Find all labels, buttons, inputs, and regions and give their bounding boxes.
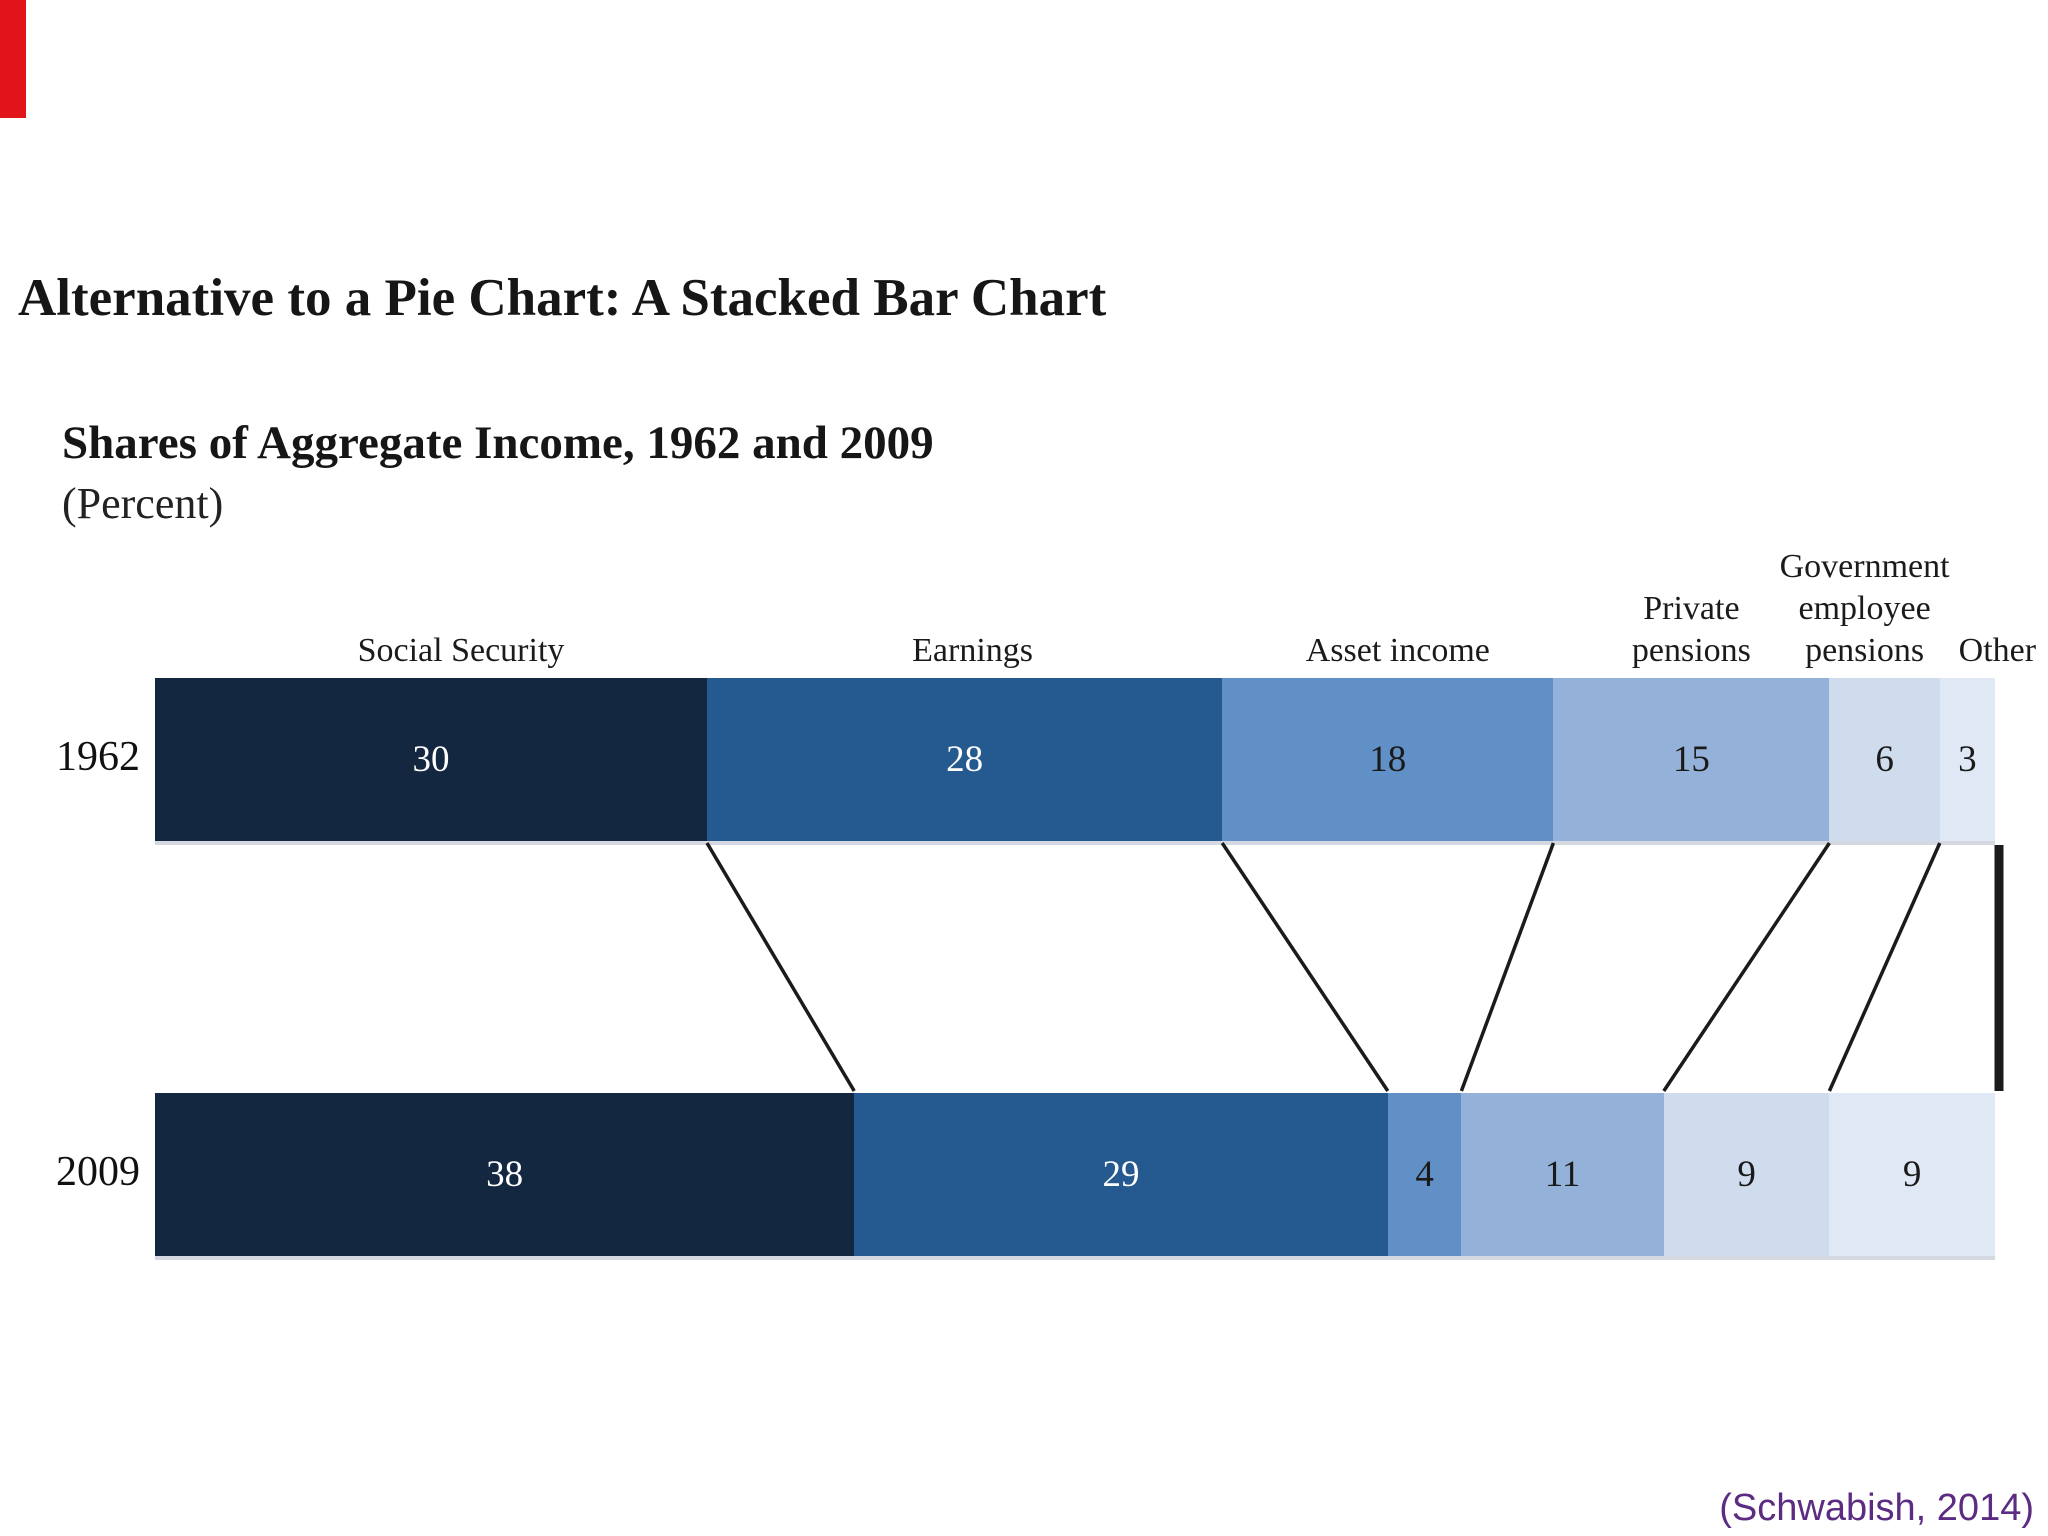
category-label: Private pensions (1632, 588, 1751, 672)
bar-segment: 3 (1939, 678, 1995, 841)
connector-line (1827, 842, 1942, 1092)
stacked-bar-1962: 30 28 18 15 6 3 (155, 678, 1995, 841)
bar-segment: 6 (1829, 678, 1940, 841)
segment-value: 6 (1875, 739, 1894, 780)
category-label: Other (1959, 630, 2036, 672)
bar-segment: 38 (155, 1093, 855, 1256)
category-label-line: Asset income (1305, 632, 1490, 669)
segment-value: 30 (412, 739, 450, 780)
segment-value: 28 (946, 739, 984, 780)
stacked-bar-2009: 38 29 4 11 9 9 (155, 1093, 1995, 1256)
bar-segment: 30 (155, 678, 707, 841)
category-label-line: Private (1643, 590, 1740, 627)
segment-value: 9 (1737, 1154, 1756, 1195)
category-label-line: pensions (1805, 632, 1925, 669)
bar-segment: 15 (1553, 678, 1830, 841)
connector-lines (705, 842, 2004, 1092)
bar-segment: 4 (1387, 1093, 1462, 1256)
connector-line (1459, 842, 1556, 1092)
segment-value: 38 (486, 1154, 524, 1195)
slide-title: Alternative to a Pie Chart: A Stacked Ba… (18, 269, 1107, 327)
chart-units-label: (Percent) (62, 479, 224, 528)
category-label: Social Security (358, 630, 565, 672)
red-accent-bar (0, 0, 26, 118)
segment-value: 11 (1544, 1154, 1581, 1195)
category-label: Asset income (1306, 630, 1490, 672)
segment-value: 15 (1672, 739, 1710, 780)
category-label-line: employee (1798, 590, 1931, 627)
row-label-1962: 1962 (56, 733, 140, 780)
citation: (Schwabish, 2014) (1719, 1487, 2034, 1529)
category-label: Earnings (912, 630, 1033, 672)
segment-value: 18 (1369, 739, 1407, 780)
category-label-line: Government (1779, 548, 1950, 585)
category-label: Government employee pensions (1780, 546, 1950, 672)
bar-segment: 9 (1829, 1093, 1995, 1256)
connector-line (1662, 842, 1831, 1092)
category-label-line: pensions (1631, 632, 1751, 669)
category-label-line: Other (1958, 632, 2037, 669)
chart-title: Shares of Aggregate Income, 1962 and 200… (62, 417, 934, 469)
segment-value: 3 (1958, 739, 1977, 780)
segment-value: 4 (1415, 1154, 1434, 1195)
row-label-2009: 2009 (56, 1148, 140, 1195)
segment-value: 9 (1902, 1154, 1922, 1195)
bar-segment: 9 (1663, 1093, 1830, 1256)
bar-segment: 29 (854, 1093, 1388, 1256)
connector-line (705, 842, 856, 1092)
connector-line (1220, 842, 1390, 1092)
bar-segment: 28 (707, 678, 1223, 841)
bar-segment: 11 (1461, 1093, 1664, 1256)
segment-value: 29 (1102, 1154, 1140, 1195)
bar-segment: 18 (1222, 678, 1554, 841)
category-label-line: Social Security (357, 632, 565, 669)
category-label-line: Earnings (912, 632, 1034, 669)
